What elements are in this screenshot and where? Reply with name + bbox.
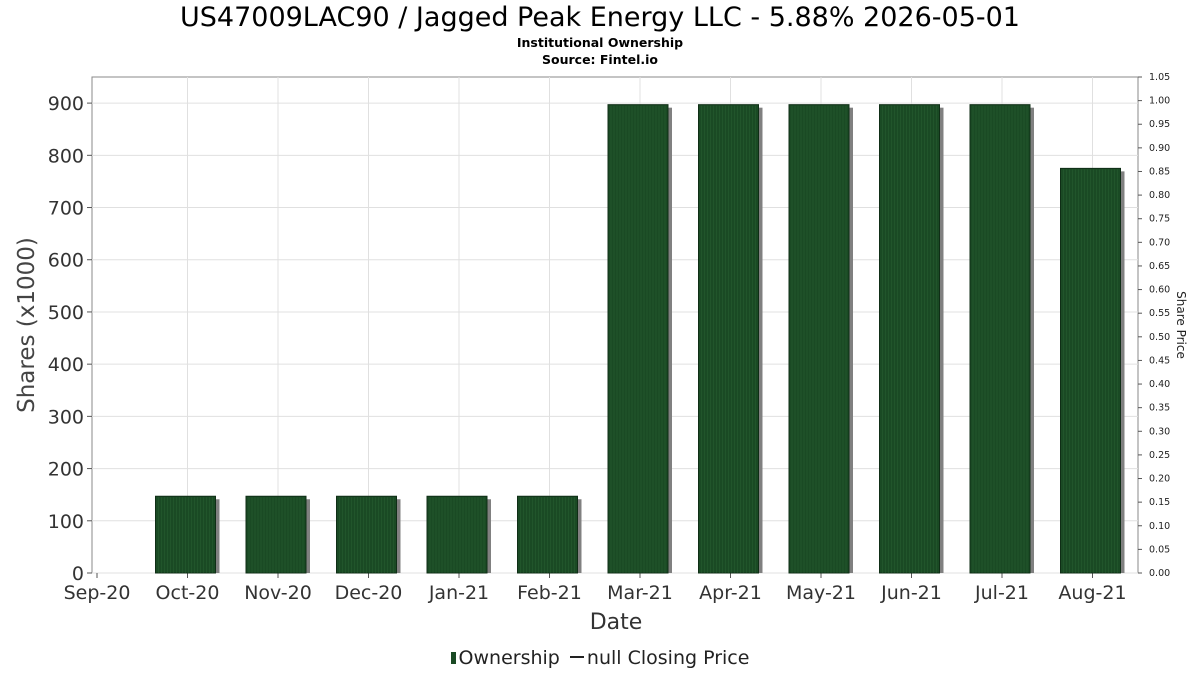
y2-tick-label: 0.70 bbox=[1149, 237, 1170, 248]
legend-swatch-ownership bbox=[450, 652, 456, 664]
y-tick-label: 500 bbox=[48, 302, 84, 324]
legend-item-price[interactable]: null Closing Price bbox=[569, 647, 750, 669]
legend-item-ownership[interactable]: Ownership bbox=[450, 647, 560, 669]
y-tick-label: 400 bbox=[48, 354, 84, 376]
chart-legend: Ownership null Closing Price bbox=[0, 647, 1200, 669]
y-tick-label: 200 bbox=[48, 459, 84, 481]
y2-tick-label: 0.35 bbox=[1149, 403, 1170, 414]
x-axis-title: Date bbox=[590, 610, 643, 635]
legend-label-price: null Closing Price bbox=[586, 647, 750, 669]
x-tick-label: Sep-20 bbox=[64, 582, 131, 604]
x-tick-label: Feb-21 bbox=[517, 582, 582, 604]
y-tick-label: 800 bbox=[48, 145, 84, 167]
chart-subtitle-ownership: Institutional Ownership bbox=[516, 35, 684, 50]
y2-tick-label: 0.00 bbox=[1149, 568, 1170, 579]
x-tick-label: May-21 bbox=[786, 582, 856, 604]
y2-tick-label: 1.05 bbox=[1149, 72, 1170, 83]
legend-label-ownership: Ownership bbox=[458, 647, 560, 669]
y2-tick-label: 0.20 bbox=[1149, 474, 1170, 485]
y-tick-label: 100 bbox=[48, 511, 84, 533]
y2-tick-label: 0.60 bbox=[1149, 285, 1170, 296]
y2-tick-label: 0.45 bbox=[1149, 355, 1170, 366]
y2-tick-label: 0.90 bbox=[1149, 143, 1170, 154]
y2-tick-label: 0.65 bbox=[1149, 261, 1170, 272]
x-tick-label: Apr-21 bbox=[699, 582, 762, 604]
y2-tick-label: 0.85 bbox=[1149, 166, 1170, 177]
chart-subtitle-source: Source: Fintel.io bbox=[542, 52, 658, 67]
y2-tick-label: 0.75 bbox=[1149, 214, 1170, 225]
x-tick-label: Jan-21 bbox=[428, 582, 489, 604]
y-tick-label: 0 bbox=[72, 563, 84, 585]
y2-tick-label: 0.15 bbox=[1149, 497, 1170, 508]
x-tick-label: Mar-21 bbox=[607, 582, 673, 604]
x-tick-label: Jun-21 bbox=[880, 582, 942, 604]
y-tick-label: 600 bbox=[48, 250, 84, 272]
y2-tick-label: 0.50 bbox=[1149, 332, 1170, 343]
x-tick-label: Aug-21 bbox=[1058, 582, 1126, 604]
y2-tick-label: 0.10 bbox=[1149, 521, 1170, 532]
y-tick-label: 700 bbox=[48, 198, 84, 220]
y2-tick-label: 0.80 bbox=[1149, 190, 1170, 201]
y-axis-title: Shares (x1000) bbox=[14, 237, 40, 413]
x-tick-label: Oct-20 bbox=[156, 582, 220, 604]
x-tick-label: Jul-21 bbox=[974, 582, 1029, 604]
y2-tick-label: 0.05 bbox=[1149, 544, 1170, 555]
y2-tick-label: 0.55 bbox=[1149, 308, 1170, 319]
y2-tick-label: 1.00 bbox=[1149, 96, 1170, 107]
y-tick-label: 300 bbox=[48, 406, 84, 428]
chart-title: US47009LAC90 / Jagged Peak Energy LLC - … bbox=[180, 2, 1020, 33]
y-tick-label: 900 bbox=[48, 93, 84, 115]
y2-tick-label: 0.30 bbox=[1149, 426, 1170, 437]
legend-swatch-price bbox=[569, 656, 584, 658]
x-tick-label: Nov-20 bbox=[244, 582, 312, 604]
y2-tick-label: 0.40 bbox=[1149, 379, 1170, 390]
x-tick-label: Dec-20 bbox=[335, 582, 403, 604]
y2-tick-label: 0.25 bbox=[1149, 450, 1170, 461]
y2-axis-title: Share Price bbox=[1174, 291, 1188, 359]
y2-tick-label: 0.95 bbox=[1149, 119, 1170, 130]
